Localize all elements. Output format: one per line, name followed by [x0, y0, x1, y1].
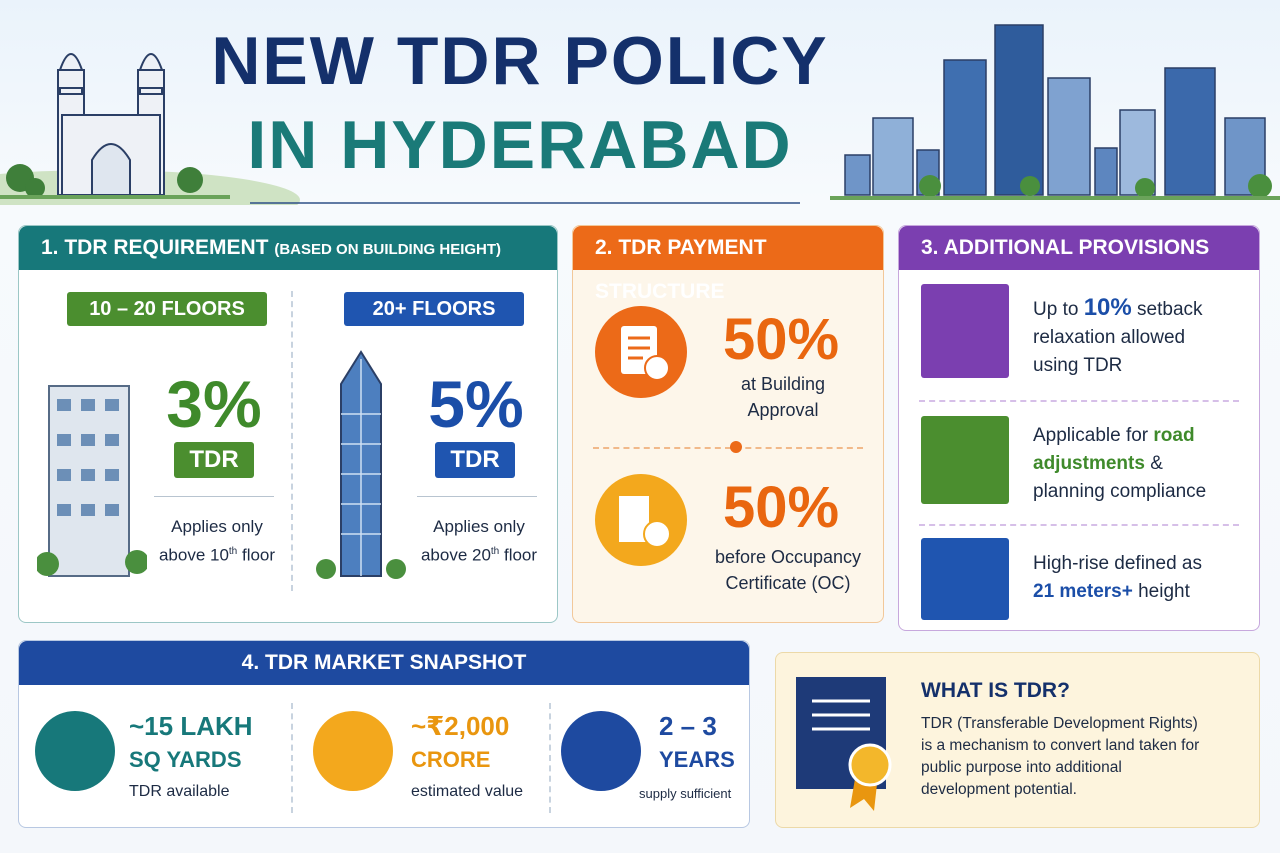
divider — [919, 524, 1239, 526]
note-text: floor — [499, 545, 538, 565]
definition-line: development potential. — [921, 781, 1077, 798]
note-text: Applies only — [171, 517, 263, 536]
definition-line: is a mechanism to convert land taken for — [921, 737, 1200, 754]
heading: WHAT IS TDR? — [921, 679, 1070, 702]
text: height — [1132, 581, 1190, 602]
panel-heading: 3. ADDITIONAL PROVISIONS — [899, 226, 1259, 270]
range-pill: 10 – 20 FLOORS — [67, 292, 267, 326]
note-text: above 10 — [158, 545, 229, 565]
note-text: above 20 — [420, 545, 491, 565]
provision-text: Applicable for road adjustments & planning… — [1033, 422, 1206, 506]
certificate-icon — [796, 677, 892, 811]
text: setback — [1131, 299, 1203, 320]
calendar-icon — [561, 711, 641, 791]
building-icon — [37, 385, 147, 577]
percent: 50% — [723, 475, 840, 540]
label: before Occupancy Certificate (OC) — [703, 544, 873, 596]
rule — [154, 496, 274, 497]
caption: TDR available — [129, 783, 230, 800]
unit: SQ YARDS — [129, 747, 242, 772]
panel-heading: 4. TDR MARKET SNAPSHOT — [19, 641, 749, 685]
range-pill: 20+ FLOORS — [344, 292, 524, 326]
title: IN HYDERABAD — [247, 107, 793, 183]
note: Applies only above 10th floor — [137, 514, 297, 568]
subheading: (BASED ON BUILDING HEIGHT) — [274, 241, 502, 258]
divider — [291, 291, 293, 591]
what-is-panel: WHAT IS TDR? TDR (Transferable Developme… — [775, 652, 1260, 828]
text: Applicable for — [1033, 425, 1154, 446]
caption: estimated value — [411, 783, 524, 800]
unit-pill: TDR — [174, 442, 254, 478]
note-text: floor — [237, 545, 276, 565]
text: relaxation allowed — [1033, 327, 1186, 348]
divider — [919, 400, 1239, 402]
title: NEW TDR POLICY — [211, 23, 829, 99]
label-text: before Occupancy — [714, 547, 862, 567]
divider-dot — [730, 441, 742, 453]
road-icon — [921, 416, 1009, 504]
definition-line: TDR (Transferable Development Rights) — [921, 715, 1198, 732]
text: using TDR — [1033, 355, 1123, 376]
text: High-rise defined as — [1033, 553, 1202, 574]
map-icon — [35, 711, 115, 791]
percent: 5% — [428, 367, 524, 441]
divider — [549, 703, 551, 813]
label-text: at Building — [740, 374, 826, 394]
building-check-icon — [595, 474, 687, 566]
label: at Building Approval — [708, 371, 858, 423]
panel-heading: 2. TDR PAYMENT STRUCTURE — [573, 226, 883, 303]
unit: CRORE — [411, 747, 491, 772]
value: ~15 LAKH — [129, 711, 253, 741]
rupee-icon — [313, 711, 393, 791]
panel-heading: 1. TDR REQUIREMENT (BASED ON BUILDING HE… — [19, 226, 557, 270]
provisions-panel: 3. ADDITIONAL PROVISIONS Up to 10% setba… — [898, 225, 1260, 631]
height-icon — [921, 538, 1009, 620]
payment-panel: 2. TDR PAYMENT STRUCTURE 50% at Building… — [572, 225, 884, 623]
highlight: 21 meters+ — [1033, 581, 1133, 602]
setback-icon — [921, 284, 1009, 378]
label-text: Approval — [747, 400, 819, 420]
definition-line: public purpose into additional — [921, 759, 1122, 776]
highlight: road — [1153, 425, 1195, 446]
text: Up to — [1033, 299, 1084, 320]
percent: 3% — [166, 367, 262, 441]
note: Applies only above 20th floor — [399, 514, 559, 568]
text: & — [1144, 453, 1163, 474]
provision-text: High-rise defined as 21 meters+ height — [1033, 550, 1202, 606]
unit: YEARS — [659, 747, 735, 772]
heading: 1. TDR REQUIREMENT — [41, 236, 269, 259]
value: ~₹2,000 — [411, 711, 510, 741]
note-sup: th — [490, 546, 500, 557]
divider — [593, 447, 863, 449]
note-sup: th — [228, 546, 238, 557]
caption: supply sufficient — [639, 786, 732, 801]
highlight: 10% — [1083, 294, 1132, 321]
rule — [417, 496, 537, 497]
snapshot-panel: 4. TDR MARKET SNAPSHOT ~15 LAKH SQ YARDS… — [18, 640, 750, 828]
divider — [291, 703, 293, 813]
document-icon — [595, 306, 687, 398]
definition: TDR (Transferable Development Rights) is… — [921, 713, 1199, 801]
percent: 50% — [723, 307, 840, 372]
highlight: adjustments — [1033, 453, 1145, 474]
header-illustration — [0, 24, 1280, 205]
text: planning compliance — [1033, 481, 1207, 502]
provision-text: Up to 10% setback relaxation allowed using… — [1033, 294, 1203, 380]
label-text: Certificate (OC) — [725, 573, 851, 593]
note-text: Applies only — [433, 517, 525, 536]
requirement-panel: 1. TDR REQUIREMENT (BASED ON BUILDING HE… — [18, 225, 558, 623]
unit-pill: TDR — [435, 442, 515, 478]
value: 2 – 3 — [659, 711, 717, 741]
building-icon — [316, 350, 406, 579]
